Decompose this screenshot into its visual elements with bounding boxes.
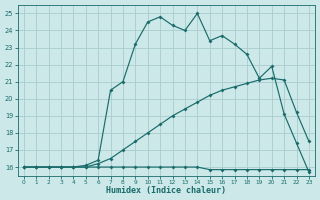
X-axis label: Humidex (Indice chaleur): Humidex (Indice chaleur)	[106, 186, 226, 195]
